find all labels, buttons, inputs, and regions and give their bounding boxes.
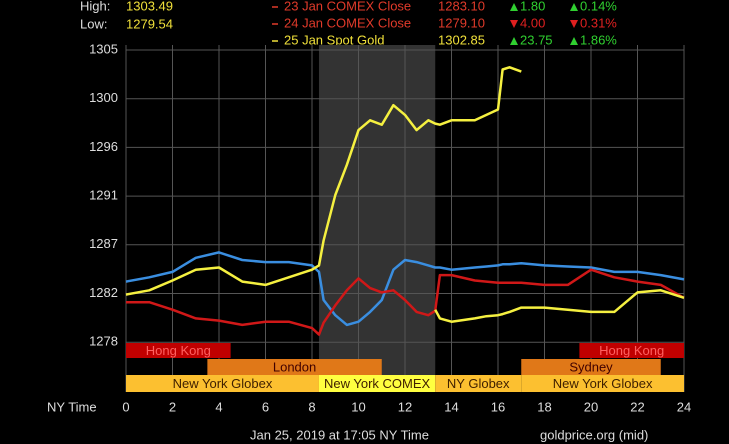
session-bar (207, 359, 382, 375)
x-tick-label: 2 (169, 399, 176, 414)
session-bar (126, 375, 319, 392)
x-tick-label: 16 (491, 399, 505, 414)
legend-close: 1283.10 (438, 0, 485, 13)
session-bar (435, 375, 522, 392)
legend-pct: 0.31% (580, 15, 617, 30)
legend-pct: 1.86% (580, 32, 617, 47)
session-label: Hong Kong (146, 343, 211, 358)
series-line (126, 268, 685, 336)
session-bar (521, 359, 661, 375)
legend-change: 4.00 (520, 15, 545, 30)
x-tick-label: 0 (122, 399, 129, 414)
session-label: New York Globex (173, 376, 273, 391)
session-label: Hong Kong (599, 343, 664, 358)
series-line (125, 66, 522, 296)
y-tick-label: 1282 (89, 285, 118, 300)
change-arrow (570, 20, 578, 28)
legend-name: 23 Jan COMEX Close (284, 0, 411, 13)
session-label: London (273, 359, 316, 374)
session-bar (126, 343, 231, 358)
low-value: 1279.54 (126, 16, 173, 31)
change-arrow (510, 20, 518, 28)
session-label: NY Globex (447, 376, 510, 391)
session-label: Sydney (569, 359, 613, 374)
series-line (434, 289, 685, 323)
legend-change: 1.80 (520, 0, 545, 13)
session-label: New York Globex (553, 376, 653, 391)
session-bar (521, 375, 684, 392)
change-arrow (570, 3, 578, 11)
legend-name: 25 Jan Spot Gold (284, 32, 384, 47)
session-shade (318, 45, 436, 375)
footer-date: Jan 25, 2019 at 17:05 NY Time (250, 427, 429, 442)
legend-name: 24 Jan COMEX Close (284, 15, 411, 30)
x-tick-label: 12 (398, 399, 412, 414)
x-tick-label: 14 (444, 399, 458, 414)
y-tick-label: 1287 (89, 236, 118, 251)
high-value: 1303.49 (126, 0, 173, 13)
change-arrow (510, 3, 518, 11)
y-tick-label: 1305 (89, 41, 118, 56)
session-bar (318, 375, 436, 392)
series-line (125, 251, 685, 327)
x-tick-label: 4 (215, 399, 222, 414)
y-tick-label: 1300 (89, 90, 118, 105)
low-label: Low: (80, 16, 107, 31)
x-tick-label: 20 (584, 399, 598, 414)
x-tick-label: 8 (308, 399, 315, 414)
change-arrow (510, 37, 518, 45)
session-bar (579, 343, 684, 358)
y-tick-label: 1291 (89, 188, 118, 203)
footer-source: goldprice.org (mid) (540, 427, 648, 442)
x-tick-label: 6 (262, 399, 269, 414)
session-label: New York COMEX (324, 376, 431, 391)
x-tick-label: 22 (630, 399, 644, 414)
legend-pct: 0.14% (580, 0, 617, 13)
x-tick-label: 18 (537, 399, 551, 414)
legend-close: 1279.10 (438, 15, 485, 30)
high-label: High: (80, 0, 110, 13)
x-tick-label: 24 (677, 399, 691, 414)
y-tick-label: 1296 (89, 139, 118, 154)
legend-close: 1302.85 (438, 32, 485, 47)
x-tick-label: 10 (351, 399, 365, 414)
change-arrow (570, 37, 578, 45)
x-axis-label: NY Time (47, 399, 97, 414)
legend-change: 23.75 (520, 32, 553, 47)
y-tick-label: 1278 (89, 334, 118, 349)
